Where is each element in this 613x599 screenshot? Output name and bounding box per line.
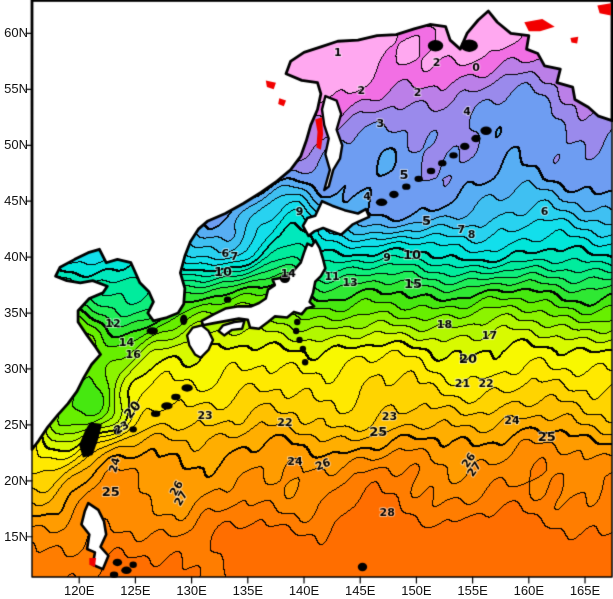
- x-tick-label: 160E: [513, 583, 544, 598]
- x-tick-label: 150E: [401, 583, 432, 598]
- x-tick-label: 135E: [232, 583, 263, 598]
- x-tick-label: 165E: [569, 583, 601, 598]
- y-tick-label: 20N: [4, 472, 28, 488]
- x-tick-label: 130E: [176, 583, 207, 598]
- x-tick-label: 145E: [345, 583, 376, 598]
- y-tick-label: 40N: [4, 249, 28, 265]
- y-tick-label: 25N: [4, 416, 28, 432]
- y-tick-label: 55N: [4, 81, 28, 97]
- y-tick-label: 60N: [4, 25, 28, 41]
- y-tick-label: 15N: [4, 528, 28, 544]
- y-tick-label: 30N: [4, 360, 28, 376]
- y-tick-label: 45N: [4, 193, 28, 209]
- x-tick-label: 125E: [120, 583, 151, 598]
- x-tick-label: 120E: [64, 583, 95, 598]
- x-tick-label: 140E: [288, 583, 320, 598]
- x-tick-label: 155E: [457, 583, 488, 598]
- y-tick-label: 35N: [4, 305, 28, 321]
- y-tick-label: 50N: [4, 137, 28, 153]
